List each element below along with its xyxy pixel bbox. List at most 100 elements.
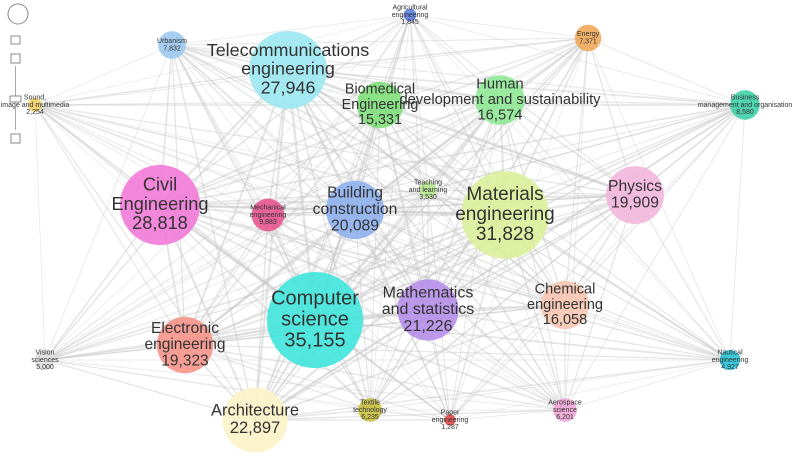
node-label: Engineering [111, 194, 208, 214]
zoom-in[interactable] [10, 53, 21, 64]
node-label: Computer [271, 287, 359, 309]
edge [369, 14, 411, 411]
edge [184, 194, 636, 346]
edge [171, 44, 451, 421]
node-label: Biomedical [345, 82, 415, 98]
node-label: engineering [432, 417, 469, 424]
node-label: development and sustainability [399, 92, 601, 108]
edge [34, 104, 256, 421]
edge [159, 99, 501, 206]
edge [409, 14, 589, 39]
edge [267, 104, 381, 216]
edge [564, 304, 731, 361]
edge [171, 44, 506, 216]
node-circle [158, 31, 186, 59]
node-value: 6,201 [556, 414, 574, 421]
node-circle [553, 398, 577, 422]
edge [314, 193, 636, 322]
node-circle [249, 31, 327, 109]
edge [564, 194, 636, 411]
edge [253, 69, 290, 421]
edge [409, 14, 429, 191]
node-circle [222, 387, 288, 453]
edge [254, 359, 731, 421]
node-value: 6,235 [361, 414, 379, 421]
edge [354, 209, 371, 411]
edge [287, 69, 636, 196]
node-label: Human [476, 76, 523, 92]
node-label: Urbanism [157, 38, 187, 45]
edge [379, 37, 589, 106]
edge [159, 104, 381, 206]
edge [369, 104, 381, 411]
node-value: 5,000 [36, 364, 54, 371]
edge [449, 304, 566, 421]
edge [379, 104, 636, 196]
edge [379, 104, 451, 421]
edge [171, 44, 256, 421]
edge [44, 104, 381, 361]
edge [369, 409, 451, 421]
node-circle [606, 166, 664, 224]
node-label: sciences [31, 357, 59, 364]
node-label: and learning [409, 187, 448, 194]
edge [34, 69, 289, 106]
node-label: Textile [360, 399, 380, 406]
node-value: 19,323 [161, 352, 208, 369]
node-value: 20,089 [331, 218, 379, 235]
edge [354, 209, 731, 361]
edge [159, 104, 746, 206]
edge [254, 99, 501, 421]
edge [34, 104, 451, 421]
edge [34, 104, 429, 191]
zoom-controls[interactable] [7, 3, 29, 144]
edge [409, 14, 451, 421]
edge [379, 104, 731, 361]
edge [427, 189, 566, 411]
nodes: Urbanism7,832Agriculturalengineering1,84… [1, 4, 793, 453]
zoom-handle[interactable] [9, 95, 22, 103]
edge [409, 14, 429, 311]
fit-button[interactable] [10, 35, 21, 45]
edge [34, 104, 636, 196]
node-label: science [553, 407, 577, 414]
edge [34, 104, 731, 361]
edge [44, 44, 173, 361]
edge [159, 193, 636, 207]
node-circle [356, 81, 404, 129]
edge [254, 104, 746, 421]
edge [254, 104, 381, 421]
edge [369, 99, 501, 411]
node-circle [419, 181, 437, 199]
edge [159, 14, 411, 206]
node-label: Electronic [151, 320, 219, 337]
edge [159, 204, 371, 411]
node-circle [34, 349, 56, 371]
node-label: engineering [241, 59, 335, 79]
node-label: management and organisation [698, 102, 793, 109]
node-circle [28, 98, 42, 112]
edge [44, 214, 269, 361]
edge [427, 104, 746, 191]
edge [267, 14, 411, 216]
pan-control[interactable] [7, 3, 29, 25]
node-label: and statistics [382, 300, 475, 318]
edge [729, 104, 746, 361]
node-value: 35,155 [284, 329, 345, 351]
node-value: 2,254 [26, 109, 44, 116]
zoom-out[interactable] [10, 133, 21, 144]
